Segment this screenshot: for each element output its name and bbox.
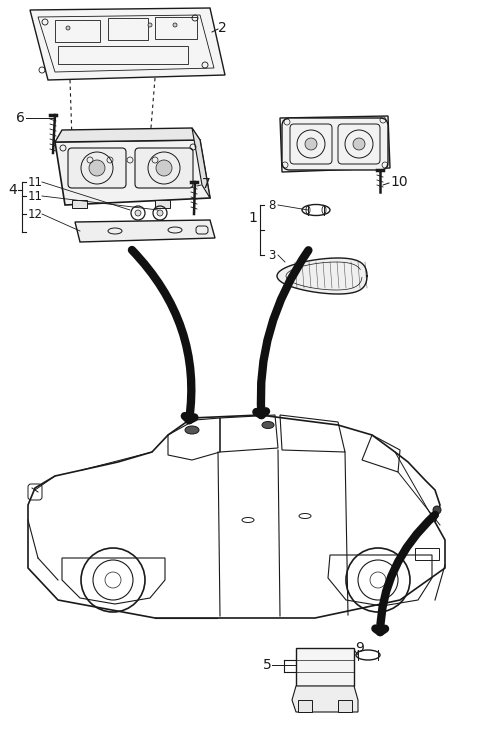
Ellipse shape bbox=[262, 422, 274, 428]
Text: 3: 3 bbox=[268, 248, 276, 261]
Bar bbox=[108, 18, 148, 40]
Circle shape bbox=[173, 23, 177, 27]
Text: 12: 12 bbox=[28, 208, 43, 221]
Circle shape bbox=[156, 160, 172, 176]
Polygon shape bbox=[280, 116, 390, 172]
Circle shape bbox=[148, 23, 152, 27]
Polygon shape bbox=[55, 140, 210, 205]
Text: 2: 2 bbox=[218, 21, 227, 35]
Polygon shape bbox=[277, 258, 367, 294]
Circle shape bbox=[353, 138, 365, 150]
Bar bbox=[58, 46, 188, 64]
Text: 6: 6 bbox=[16, 111, 25, 125]
Bar bbox=[72, 200, 87, 208]
Circle shape bbox=[305, 138, 317, 150]
Bar bbox=[296, 648, 354, 686]
Polygon shape bbox=[292, 686, 358, 712]
FancyBboxPatch shape bbox=[135, 148, 193, 188]
FancyBboxPatch shape bbox=[68, 148, 126, 188]
Polygon shape bbox=[192, 128, 210, 198]
Text: 9: 9 bbox=[355, 641, 364, 655]
Bar bbox=[155, 200, 170, 208]
FancyBboxPatch shape bbox=[282, 118, 388, 170]
Bar bbox=[298, 700, 312, 712]
Text: 1: 1 bbox=[248, 211, 257, 225]
Text: 11: 11 bbox=[28, 175, 43, 188]
Ellipse shape bbox=[185, 426, 199, 434]
Bar bbox=[338, 700, 352, 712]
Polygon shape bbox=[30, 8, 225, 80]
Text: 5: 5 bbox=[263, 658, 272, 672]
Ellipse shape bbox=[433, 506, 441, 514]
Polygon shape bbox=[75, 220, 215, 242]
Bar bbox=[55, 20, 100, 42]
Circle shape bbox=[135, 210, 141, 216]
Bar bbox=[415, 548, 439, 560]
Text: 7: 7 bbox=[202, 177, 211, 191]
Text: 4: 4 bbox=[8, 183, 17, 197]
Text: 8: 8 bbox=[268, 199, 276, 212]
Circle shape bbox=[66, 26, 70, 30]
Circle shape bbox=[89, 160, 105, 176]
Text: 11: 11 bbox=[28, 190, 43, 203]
Text: 10: 10 bbox=[390, 175, 408, 189]
Polygon shape bbox=[55, 128, 200, 142]
Bar bbox=[155, 17, 197, 39]
Circle shape bbox=[157, 210, 163, 216]
